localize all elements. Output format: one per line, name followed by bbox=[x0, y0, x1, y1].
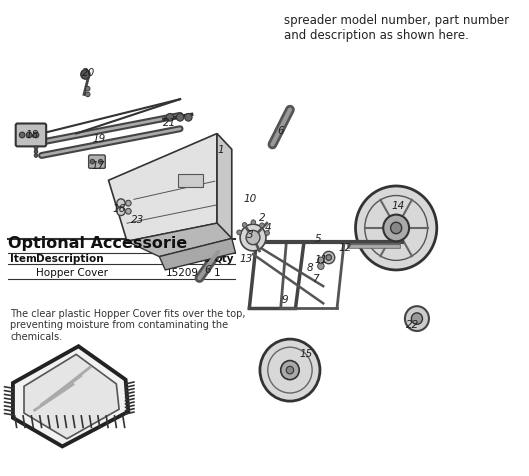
Text: 11: 11 bbox=[315, 255, 328, 264]
Circle shape bbox=[20, 133, 25, 139]
Text: 21: 21 bbox=[163, 118, 177, 128]
Text: 7: 7 bbox=[312, 274, 318, 283]
Circle shape bbox=[34, 147, 38, 150]
FancyBboxPatch shape bbox=[16, 124, 46, 147]
Text: 22: 22 bbox=[406, 320, 419, 329]
Circle shape bbox=[34, 154, 38, 158]
Text: Part No.: Part No. bbox=[166, 254, 214, 264]
Circle shape bbox=[33, 133, 39, 139]
Text: 1: 1 bbox=[213, 267, 220, 277]
Circle shape bbox=[98, 160, 103, 165]
Text: 19: 19 bbox=[93, 134, 106, 144]
Circle shape bbox=[26, 133, 32, 139]
Circle shape bbox=[85, 87, 90, 92]
Circle shape bbox=[260, 223, 264, 228]
Text: 16: 16 bbox=[113, 204, 126, 213]
Text: 12: 12 bbox=[339, 243, 352, 252]
Circle shape bbox=[326, 255, 332, 261]
Circle shape bbox=[176, 114, 184, 122]
Circle shape bbox=[81, 70, 90, 80]
Text: 18: 18 bbox=[26, 129, 39, 139]
Text: 2: 2 bbox=[259, 213, 265, 223]
Text: 3: 3 bbox=[248, 229, 254, 239]
Circle shape bbox=[185, 114, 192, 122]
Text: Description: Description bbox=[36, 254, 104, 264]
Circle shape bbox=[237, 230, 241, 235]
Circle shape bbox=[323, 252, 335, 264]
Circle shape bbox=[383, 215, 409, 242]
Circle shape bbox=[265, 231, 269, 236]
Circle shape bbox=[260, 339, 320, 401]
FancyBboxPatch shape bbox=[178, 175, 203, 188]
Circle shape bbox=[317, 263, 324, 270]
Circle shape bbox=[85, 93, 90, 98]
Text: 10: 10 bbox=[244, 194, 257, 204]
Text: Item: Item bbox=[10, 254, 37, 264]
Circle shape bbox=[166, 114, 174, 122]
Polygon shape bbox=[108, 134, 217, 242]
Text: Optional Accessorie: Optional Accessorie bbox=[8, 235, 188, 250]
Circle shape bbox=[246, 231, 260, 245]
Polygon shape bbox=[24, 355, 119, 439]
Text: 13: 13 bbox=[239, 253, 252, 263]
Circle shape bbox=[355, 187, 437, 270]
Text: 15209: 15209 bbox=[166, 267, 199, 277]
Text: 4: 4 bbox=[264, 223, 271, 232]
Text: 15: 15 bbox=[299, 348, 312, 358]
Text: spreader model number, part number
and description as shown here.: spreader model number, part number and d… bbox=[284, 14, 509, 42]
Circle shape bbox=[405, 307, 429, 331]
Circle shape bbox=[125, 209, 131, 215]
Polygon shape bbox=[159, 239, 235, 270]
Circle shape bbox=[317, 258, 324, 264]
Circle shape bbox=[34, 150, 38, 154]
Text: 9: 9 bbox=[281, 294, 288, 304]
Circle shape bbox=[117, 199, 125, 208]
Circle shape bbox=[90, 160, 95, 165]
Circle shape bbox=[286, 367, 294, 374]
Circle shape bbox=[390, 223, 402, 234]
Polygon shape bbox=[217, 134, 232, 239]
Circle shape bbox=[117, 208, 125, 216]
Text: 17: 17 bbox=[92, 161, 105, 170]
Circle shape bbox=[242, 223, 247, 228]
Text: Hopper Cover: Hopper Cover bbox=[36, 267, 108, 277]
Circle shape bbox=[281, 361, 299, 380]
Circle shape bbox=[125, 201, 131, 207]
Text: The clear plastic Hopper Cover fits over the top,
preventing moisture from conta: The clear plastic Hopper Cover fits over… bbox=[10, 308, 245, 341]
Text: 20: 20 bbox=[82, 68, 95, 77]
Polygon shape bbox=[13, 347, 129, 446]
Circle shape bbox=[240, 225, 266, 251]
Text: 6: 6 bbox=[277, 126, 284, 136]
Text: 1: 1 bbox=[217, 145, 224, 155]
Text: 6: 6 bbox=[205, 264, 211, 274]
Text: 14: 14 bbox=[391, 201, 405, 210]
Text: 5: 5 bbox=[314, 234, 321, 244]
Circle shape bbox=[412, 313, 423, 325]
Text: Qty: Qty bbox=[213, 254, 234, 264]
FancyBboxPatch shape bbox=[89, 156, 105, 169]
Text: 23: 23 bbox=[131, 215, 144, 225]
Text: 8: 8 bbox=[307, 263, 314, 272]
Circle shape bbox=[251, 220, 256, 225]
Polygon shape bbox=[127, 224, 232, 257]
